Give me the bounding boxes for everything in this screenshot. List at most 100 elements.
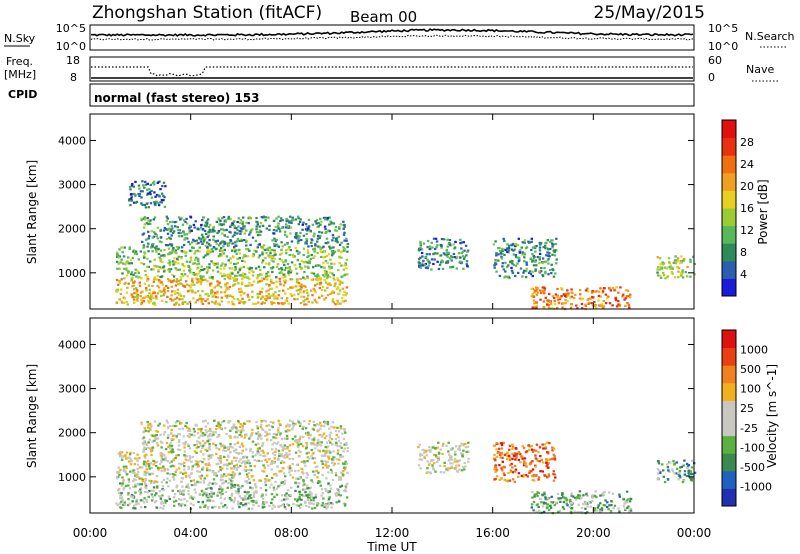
data-cell xyxy=(448,239,452,242)
data-cell xyxy=(115,260,119,263)
data-cell xyxy=(280,445,283,448)
data-cell xyxy=(115,477,119,480)
data-cell xyxy=(294,236,298,239)
xtick-label: 08:00 xyxy=(274,526,309,540)
data-cell xyxy=(445,260,449,263)
data-cell xyxy=(201,298,205,301)
data-cell xyxy=(209,455,213,458)
data-cell xyxy=(235,227,238,230)
data-cell xyxy=(147,301,151,304)
data-cell xyxy=(214,292,217,295)
data-cell xyxy=(533,289,537,292)
data-cell xyxy=(542,286,546,289)
data-cell xyxy=(168,497,171,501)
data-cell xyxy=(275,442,278,445)
data-cell xyxy=(169,230,172,233)
data-cell xyxy=(177,490,180,493)
data-cell xyxy=(172,230,176,233)
data-cell xyxy=(511,471,515,474)
data-cell xyxy=(492,243,496,246)
data-cell xyxy=(130,195,133,198)
data-cell xyxy=(218,249,222,252)
data-cell xyxy=(257,430,260,434)
data-cell xyxy=(161,465,165,468)
data-cell xyxy=(140,301,143,304)
data-cell xyxy=(426,258,429,261)
data-cell xyxy=(208,443,211,446)
data-cell xyxy=(266,295,269,298)
data-cell xyxy=(158,289,161,292)
data-cell xyxy=(314,447,317,450)
data-cell xyxy=(307,254,310,257)
data-cell xyxy=(426,467,429,470)
data-cell xyxy=(163,249,166,252)
data-cell xyxy=(230,486,233,489)
data-cell xyxy=(301,471,304,474)
data-cell xyxy=(510,462,513,466)
data-cell xyxy=(246,255,250,258)
data-cell xyxy=(328,216,331,219)
data-cell xyxy=(332,456,335,459)
data-cell xyxy=(554,293,558,296)
data-cell xyxy=(265,431,268,434)
data-cell xyxy=(303,494,306,497)
data-cell xyxy=(665,266,668,269)
data-cell xyxy=(222,273,226,276)
data-cell xyxy=(497,253,500,256)
data-cell xyxy=(281,449,284,452)
data-cell xyxy=(134,507,137,510)
data-cell xyxy=(302,221,305,224)
data-cell xyxy=(318,287,322,290)
data-cell xyxy=(255,491,258,494)
data-cell xyxy=(235,428,238,431)
data-cell xyxy=(199,434,203,437)
data-cell xyxy=(340,264,343,267)
data-cell xyxy=(535,301,538,304)
data-cell xyxy=(264,458,267,461)
data-cell xyxy=(437,451,441,454)
data-cell xyxy=(683,459,686,462)
data-cell xyxy=(128,262,131,265)
data-cell xyxy=(138,194,141,197)
data-cell xyxy=(628,510,631,513)
data-cell xyxy=(558,298,562,301)
data-cell xyxy=(226,486,229,489)
data-cell xyxy=(272,219,276,222)
data-cell xyxy=(319,255,323,258)
data-cell xyxy=(136,483,139,486)
colorbar-segment xyxy=(722,172,736,191)
data-cell xyxy=(661,463,664,466)
beam-label: Beam 00 xyxy=(350,8,417,26)
data-cell xyxy=(304,223,308,226)
data-cell xyxy=(134,272,137,275)
data-cell xyxy=(254,454,257,457)
colorbar-segment xyxy=(722,488,736,507)
data-cell xyxy=(193,444,196,447)
data-cell xyxy=(457,464,461,467)
data-cell xyxy=(542,246,545,249)
data-cell xyxy=(303,271,306,274)
data-cell xyxy=(270,460,274,463)
data-cell xyxy=(222,420,226,423)
data-cell xyxy=(344,294,348,297)
ytick-label: 3000 xyxy=(58,179,86,192)
colorbar-segment xyxy=(722,400,736,419)
data-cell xyxy=(232,475,235,479)
ytick-label: 4000 xyxy=(58,338,86,351)
data-cell xyxy=(291,458,294,461)
data-cell xyxy=(527,448,531,452)
data-cell xyxy=(577,494,580,497)
data-cell xyxy=(321,462,324,466)
data-cell xyxy=(297,504,300,507)
data-cell xyxy=(223,497,226,500)
data-cell xyxy=(248,249,251,252)
data-cell xyxy=(127,282,130,285)
data-cell xyxy=(624,501,627,504)
data-cell xyxy=(167,247,171,250)
data-cell xyxy=(208,263,211,266)
data-cell xyxy=(335,237,338,241)
data-cell xyxy=(466,264,469,267)
data-cell xyxy=(260,245,263,248)
data-cell xyxy=(189,286,192,289)
data-cell xyxy=(681,480,685,484)
